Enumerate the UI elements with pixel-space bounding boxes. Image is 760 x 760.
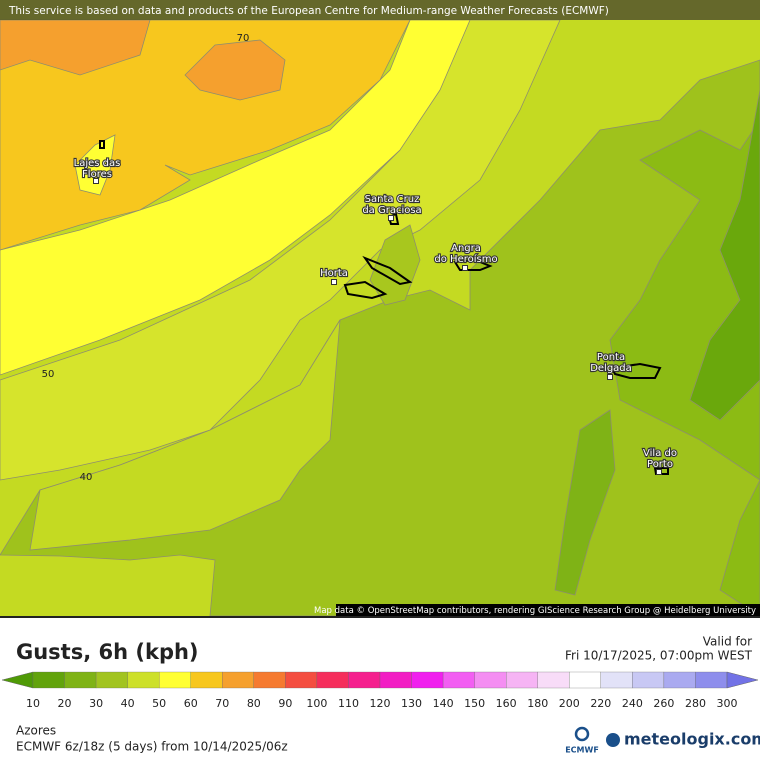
colorbar-bin bbox=[474, 671, 507, 689]
island bbox=[343, 280, 388, 300]
colorbar-bin bbox=[316, 671, 349, 689]
colorbar-label: 280 bbox=[685, 697, 706, 710]
colorbar-label: 220 bbox=[590, 697, 611, 710]
colorbar-bin bbox=[569, 671, 601, 689]
colorbar-bin bbox=[127, 671, 160, 689]
valid-label: Valid for bbox=[703, 635, 752, 649]
contour-band bbox=[29, 319, 341, 551]
colorbar-label: 30 bbox=[89, 697, 103, 710]
colorbar-label: 80 bbox=[247, 697, 261, 710]
place-label: Delgada bbox=[590, 363, 632, 374]
place-marker bbox=[93, 178, 99, 184]
colorbar-bin bbox=[600, 671, 633, 689]
colorbar-bin bbox=[159, 671, 191, 689]
colorbar-label: 90 bbox=[278, 697, 292, 710]
colorbar-label: 110 bbox=[338, 697, 359, 710]
ecmwf-icon bbox=[574, 726, 590, 742]
colorbar-label: 70 bbox=[215, 697, 229, 710]
notice-bar bbox=[0, 0, 760, 20]
colorbar-bin bbox=[190, 671, 223, 689]
colorbar-bin bbox=[442, 671, 475, 689]
attribution: Map data © OpenStreetMap contributors, r… bbox=[314, 606, 756, 616]
island bbox=[653, 467, 669, 475]
colorbar-bin bbox=[632, 671, 665, 689]
colorbar-bin bbox=[506, 671, 538, 689]
colorbar-label: 140 bbox=[433, 697, 454, 710]
colorbar-bin bbox=[285, 671, 318, 689]
contour-band bbox=[0, 19, 561, 481]
island bbox=[610, 362, 662, 379]
colorbar-bin bbox=[95, 671, 128, 689]
place-label: Angra bbox=[451, 243, 481, 254]
place-label: Vila do bbox=[643, 448, 677, 459]
ecmwf-logo: ECMWF bbox=[565, 746, 599, 755]
place-label: Santa Cruz bbox=[365, 194, 420, 205]
contour-band bbox=[689, 89, 760, 421]
colorbar-bin bbox=[663, 671, 696, 689]
brand-icon bbox=[606, 733, 620, 747]
contour-band bbox=[74, 134, 116, 196]
colorbar-under bbox=[1, 671, 34, 689]
colorbar-label: 130 bbox=[401, 697, 422, 710]
colorbar-bin bbox=[32, 671, 65, 689]
colorbar-bin bbox=[411, 671, 444, 689]
contour-band bbox=[184, 39, 286, 101]
contour-band bbox=[369, 224, 421, 306]
colorbar-bin bbox=[537, 671, 570, 689]
place-label: Porto bbox=[647, 459, 673, 470]
divider bbox=[0, 616, 760, 618]
place-marker bbox=[388, 215, 394, 221]
valid-time: Fri 10/17/2025, 07:00pm WEST bbox=[565, 649, 753, 663]
contour-band bbox=[0, 19, 411, 251]
colorbar-label: 60 bbox=[184, 697, 198, 710]
colorbar: 10 20 30 40 50 60 70 80 90 100 110 120 130 140 150 160 1… bbox=[1, 671, 759, 710]
colorbar-label: 10 bbox=[26, 697, 40, 710]
colorbar-bin bbox=[695, 671, 728, 689]
colorbar-label: 200 bbox=[559, 697, 580, 710]
model-run: ECMWF 6z/18z (5 days) from 10/14/2025/06… bbox=[16, 740, 288, 754]
contour-band bbox=[554, 409, 616, 596]
attribution-bg bbox=[336, 604, 760, 616]
place-marker bbox=[656, 469, 662, 475]
brand: meteologix.com bbox=[624, 730, 760, 749]
island bbox=[99, 140, 105, 149]
colorbar-bin bbox=[253, 671, 286, 689]
colorbar-label: 160 bbox=[496, 697, 517, 710]
contour-label: 40 bbox=[80, 472, 93, 483]
place-label: Flores bbox=[82, 169, 112, 180]
colorbar-bin bbox=[379, 671, 412, 689]
contour-label: 70 bbox=[237, 33, 250, 44]
place-label: Lajes das bbox=[74, 158, 121, 169]
colorbar-label: 300 bbox=[717, 697, 738, 710]
place-marker bbox=[462, 265, 468, 271]
colorbar-label: 120 bbox=[370, 697, 391, 710]
region: Azores bbox=[16, 724, 56, 738]
colorbar-label: 150 bbox=[464, 697, 485, 710]
colorbar-label: 260 bbox=[653, 697, 674, 710]
colorbar-bin bbox=[64, 671, 97, 689]
place-marker bbox=[331, 279, 337, 285]
place-label: Ponta bbox=[597, 352, 625, 363]
colorbar-bin bbox=[348, 671, 381, 689]
notice: This service is based on data and produc… bbox=[8, 5, 609, 17]
place-label: do Heroísmo bbox=[434, 253, 497, 265]
place-label: Horta bbox=[320, 268, 348, 279]
place-marker bbox=[607, 374, 613, 380]
colorbar-label: 20 bbox=[58, 697, 72, 710]
legend-title: Gusts, 6h (kph) bbox=[16, 640, 199, 664]
colorbar-label: 180 bbox=[527, 697, 548, 710]
island bbox=[453, 258, 493, 271]
colorbar-label: 240 bbox=[622, 697, 643, 710]
colorbar-label: 50 bbox=[152, 697, 166, 710]
contour-label: 50 bbox=[42, 369, 55, 380]
colorbar-label: 40 bbox=[121, 697, 135, 710]
place-label: da Graciosa bbox=[362, 205, 421, 216]
colorbar-bin bbox=[222, 671, 254, 689]
contour-band bbox=[0, 19, 471, 376]
island bbox=[362, 255, 413, 286]
colorbar-over bbox=[726, 671, 759, 689]
colorbar-label: 100 bbox=[306, 697, 327, 710]
